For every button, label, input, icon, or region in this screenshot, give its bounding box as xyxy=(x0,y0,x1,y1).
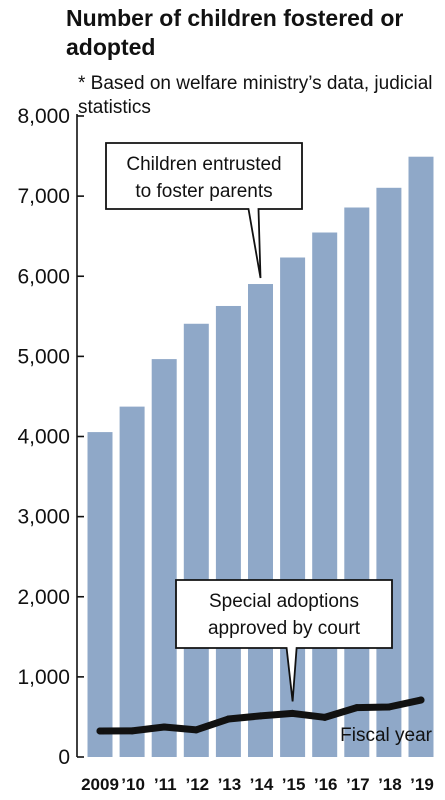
y-tick-label: 7,000 xyxy=(17,185,70,208)
x-tick-label: ’13 xyxy=(218,775,242,794)
bar-foster-1 xyxy=(119,406,145,757)
bar-foster-9 xyxy=(376,187,402,758)
chart-title: Number of children fostered or adopted xyxy=(66,5,404,60)
x-axis-label: Fiscal year xyxy=(340,725,433,746)
x-tick-label: ’10 xyxy=(121,775,145,794)
y-tick-label: 4,000 xyxy=(17,426,70,449)
adoption-line xyxy=(96,696,425,735)
adoption-point-9 xyxy=(385,703,393,711)
bar-foster-0 xyxy=(87,432,113,757)
adoption-point-6 xyxy=(289,709,297,717)
bar-foster-2 xyxy=(151,359,177,757)
x-tick-label: ’15 xyxy=(282,775,306,794)
adoption-point-5 xyxy=(257,712,264,720)
y-tick-label: 1,000 xyxy=(17,666,70,689)
adoption-point-10 xyxy=(417,696,425,704)
bar-foster-5 xyxy=(248,284,273,757)
callout-text-line: approved by court xyxy=(208,618,361,639)
bar-foster-8 xyxy=(344,207,370,757)
x-tick-label: ’18 xyxy=(378,775,402,794)
x-tick-label: ’16 xyxy=(314,775,338,794)
y-tick-label: 6,000 xyxy=(17,265,70,288)
callout: Children entrusted to foster parents xyxy=(105,142,303,279)
callout-box xyxy=(175,579,393,702)
adoption-point-1 xyxy=(128,727,136,735)
callout-text-line: to foster parents xyxy=(135,181,272,202)
bar-foster-7 xyxy=(312,232,338,757)
adoption-point-0 xyxy=(96,727,104,735)
callout-text-line: Children entrusted xyxy=(126,154,281,175)
bars xyxy=(87,156,434,758)
x-tick-label: ’17 xyxy=(346,775,370,794)
y-tick-label: 8,000 xyxy=(17,105,70,128)
adoption-point-7 xyxy=(321,713,329,721)
callout: Special adoptions approved by court xyxy=(175,579,393,702)
x-tick-label: ’11 xyxy=(154,775,177,794)
y-tick-label: 3,000 xyxy=(17,506,70,529)
y-tick-label: 2,000 xyxy=(17,586,70,609)
callout-text-line: Special adoptions xyxy=(209,591,359,612)
bar-foster-4 xyxy=(215,305,241,757)
adoption-point-3 xyxy=(192,726,200,734)
x-axis: 2009’10 ’11 ’12 ’13 ’14 ’15 ’16 ’17 ’18 ’19 Fiscal… xyxy=(81,725,434,794)
adoption-point-2 xyxy=(160,723,168,731)
source-note: * Based on welfare ministry’s data, judi… xyxy=(78,73,433,118)
y-tick-label: 0 xyxy=(58,746,70,769)
y-tick-label: 5,000 xyxy=(17,345,70,368)
callout-box xyxy=(105,142,303,279)
y-axis: 0 1,000 2,000 3,000 4,000 5,000 6,000 7,000 8,00… xyxy=(17,105,84,769)
x-tick-label: 2009 xyxy=(81,775,119,794)
bar-foster-3 xyxy=(183,323,209,757)
x-tick-label: ’14 xyxy=(250,775,274,794)
x-tick-label: ’19 xyxy=(410,775,434,794)
bar-foster-10 xyxy=(408,156,434,758)
callouts: Children entrusted to foster parents Speci… xyxy=(105,142,393,702)
adoption-point-8 xyxy=(353,704,361,712)
adoption-point-4 xyxy=(224,715,232,723)
x-tick-label: ’12 xyxy=(185,775,209,794)
